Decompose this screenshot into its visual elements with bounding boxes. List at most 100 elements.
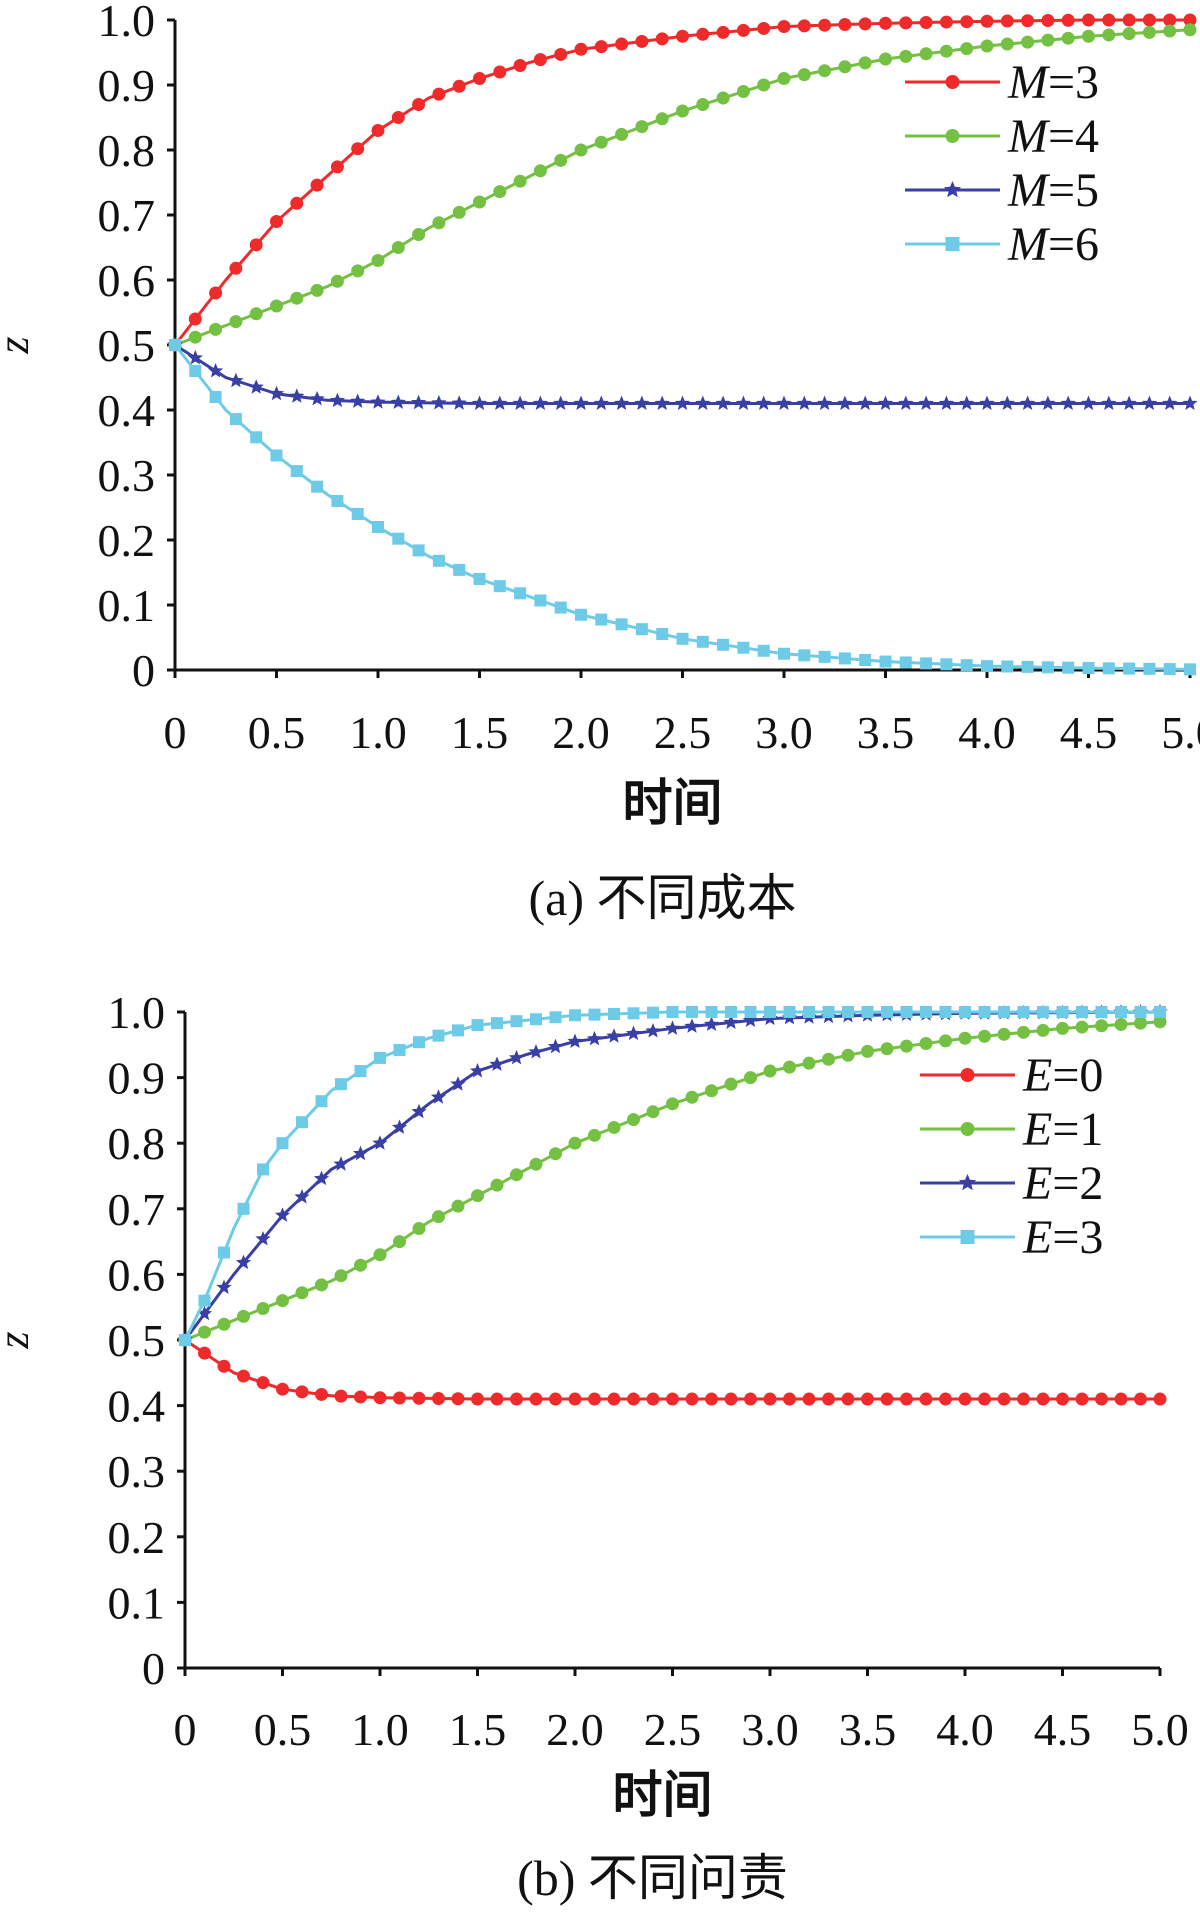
data-point [490,1392,504,1406]
data-point [575,608,587,621]
data-point [452,1024,464,1037]
data-point [534,594,547,607]
legend-marker [960,1122,975,1136]
data-point [715,395,731,410]
x-tick-label: 4.5 [1060,707,1118,758]
data-point [330,160,344,174]
data-point [998,1006,1010,1018]
data-point [1123,662,1136,675]
data-point [625,1025,642,1041]
x-tick-label: 2.0 [546,1704,604,1755]
data-point [676,104,689,118]
series-E=3 [179,1006,1166,1346]
data-point [783,1060,796,1074]
chart-panel-b: 0 0.1 0.2 0.3 0.4 0.5 0.6 0.7 0.8 0.9 1.0 0 0.5 1.0 1.… [0,987,1189,1906]
x-tick-label: 5.0 [1131,1704,1189,1755]
data-point [276,1382,289,1396]
data-point [310,283,324,297]
data-point [295,1385,309,1399]
data-point [920,1006,932,1018]
x-tick-label: 3.0 [755,707,813,758]
x-tick-label: 2.5 [654,707,712,758]
data-point [391,241,405,254]
legend-label: M=4 [1007,110,1099,163]
data-point [290,291,304,305]
data-point [879,16,892,30]
data-point [879,655,892,668]
data-point [188,330,202,344]
data-point [1134,1392,1147,1406]
data-point [549,1392,562,1406]
data-point [351,264,365,278]
y-tick-label: 0.3 [108,1446,166,1497]
y-tick-label: 0.4 [98,385,156,436]
data-point [451,395,467,410]
data-point [209,322,223,336]
data-point [371,254,385,267]
data-point [684,1018,700,1033]
data-point [574,143,588,157]
data-point [451,1199,465,1213]
data-point [228,372,244,388]
data-point [391,111,405,124]
data-point [432,554,445,567]
data-point [473,573,486,585]
data-point [1163,24,1177,38]
data-point [1163,663,1176,676]
data-point [350,393,366,408]
data-point [676,632,689,645]
data-point [627,1392,640,1406]
legend-label: E=3 [1022,1211,1103,1264]
y-tick-label: 0 [132,645,155,696]
data-point [1076,1006,1088,1018]
data-point [411,394,427,410]
data-point [960,659,973,672]
data-point [412,1391,426,1405]
series-line [183,1010,1161,1341]
data-point [744,1071,757,1085]
data-point [276,1294,289,1308]
data-point [217,1317,231,1331]
data-point [736,85,750,98]
data-point [615,618,628,631]
data-point [877,395,894,410]
data-point [696,98,710,111]
data-point [452,205,466,219]
data-point [237,1202,250,1215]
data-point [1122,13,1136,27]
data-point [430,1089,447,1104]
data-point [1056,1021,1069,1035]
data-point [1095,1019,1108,1033]
series-line [173,344,1191,671]
data-point [920,657,933,670]
data-point [763,1392,777,1406]
data-point [315,1278,328,1292]
legend-marker [958,1174,977,1191]
data-point [736,23,750,37]
data-point [899,16,913,30]
data-point [1000,37,1014,51]
y-tick-label: 0.1 [98,580,156,631]
data-point [547,1038,564,1054]
data-point [666,1097,679,1111]
data-point [370,394,386,409]
data-point [674,395,691,410]
data-point [1017,1392,1030,1406]
data-point [703,1016,720,1031]
data-point [842,1006,854,1018]
data-point [1102,13,1116,27]
x-axis-label: 时间 [623,774,723,832]
data-point [861,1006,874,1018]
data-point [510,1168,523,1182]
data-point [549,1011,562,1024]
legend-marker [960,1230,975,1244]
series-line [174,343,1190,405]
data-point [666,1392,679,1406]
data-point [334,1389,348,1403]
y-tick-label: 0.7 [98,190,156,241]
data-point [1141,395,1157,410]
series-E=2 [177,1004,1168,1347]
series-line [184,1020,1161,1342]
data-point [513,174,527,188]
x-axis-label: 时间 [613,1766,713,1824]
